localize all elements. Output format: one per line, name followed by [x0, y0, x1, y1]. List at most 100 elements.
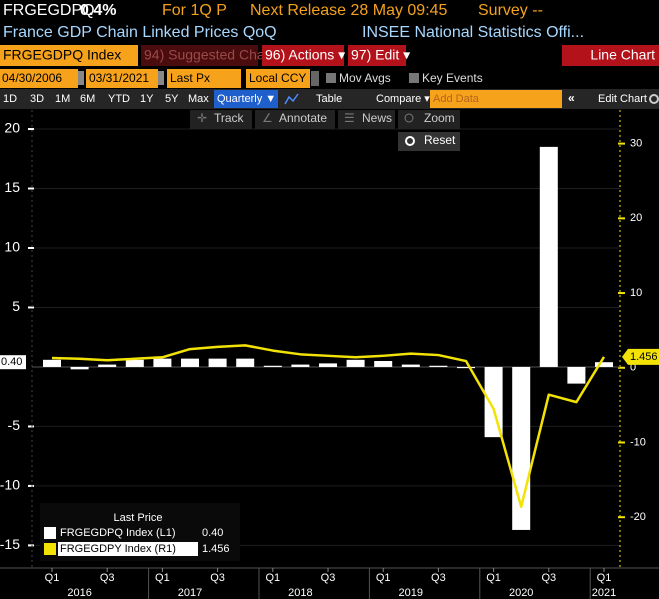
security-field[interactable]: [0, 45, 138, 66]
legend-value: 1.456: [202, 543, 230, 555]
collapse-icon[interactable]: «: [568, 91, 575, 105]
legend-highlight: [58, 542, 198, 556]
zoom-button[interactable]: [398, 110, 460, 129]
last-value: 0.4%: [80, 2, 116, 19]
bar: [457, 366, 475, 369]
y2-tick-label: 10: [630, 287, 642, 299]
bar: [153, 358, 172, 367]
add-data-field[interactable]: [430, 90, 562, 108]
end-date: 03/31/2021: [89, 71, 149, 85]
range-button[interactable]: Max: [188, 93, 209, 105]
legend-swatch: [44, 527, 56, 539]
start-field[interactable]: [0, 69, 78, 88]
year-label: 2020: [509, 587, 533, 599]
x-tick-label: Q1: [45, 572, 60, 584]
edit-button[interactable]: [348, 45, 406, 66]
chart-type-button[interactable]: [562, 45, 659, 66]
y-tick-label: -5: [8, 417, 21, 433]
track-icon: ✛: [197, 111, 207, 125]
range-button[interactable]: 1D: [3, 93, 17, 105]
end-field[interactable]: [86, 69, 158, 88]
chart-icon[interactable]: [284, 93, 299, 105]
reset: Reset: [424, 133, 456, 147]
x-tick-label: Q1: [376, 572, 391, 584]
legend-value: 0.40: [202, 527, 223, 539]
settings-icon[interactable]: [649, 94, 659, 104]
currency: Local CCY: [249, 71, 306, 85]
legend-label: FRGEGDPY Index (R1): [60, 543, 176, 555]
news-button[interactable]: [338, 110, 395, 129]
bar: [236, 358, 255, 367]
edit-chart: Edit Chart: [598, 93, 647, 105]
x-tick-label: Q1: [597, 572, 612, 584]
bar: [181, 358, 199, 367]
news: News: [362, 111, 392, 125]
bar: [125, 359, 144, 367]
field-select[interactable]: [167, 69, 241, 88]
edit: 97) Edit ▾: [351, 47, 410, 63]
range-button[interactable]: 3D: [30, 93, 44, 105]
bar: [291, 364, 310, 367]
x-tick-label: Q1: [486, 572, 501, 584]
actions: 96) Actions ▾: [265, 47, 345, 63]
y-tick-label: 10: [4, 239, 20, 255]
compare: Compare ▾: [376, 93, 430, 105]
checkbox[interactable]: [409, 73, 419, 83]
y-tick-label: 20: [4, 120, 20, 136]
last-tag-label: 1.456: [630, 351, 658, 363]
table: Table: [316, 93, 342, 105]
key-events: Key Events: [422, 71, 483, 85]
frequency-button[interactable]: [214, 90, 278, 108]
year-label: 2021: [592, 587, 616, 599]
y-tick-label: 15: [4, 179, 20, 195]
last-tag-label: 0.40: [1, 356, 22, 368]
y-tick-label: -10: [0, 477, 20, 493]
year-label: 2018: [288, 587, 312, 599]
next-release: Next Release 28 May 09:45: [250, 2, 448, 19]
range-button[interactable]: 5Y: [165, 93, 179, 105]
security: FRGEGDPQ Index: [3, 47, 121, 63]
annotate-button[interactable]: [255, 110, 335, 129]
add-data: Add Data: [433, 93, 480, 105]
x-tick-label: Q1: [265, 572, 280, 584]
bar: [43, 359, 61, 367]
chart-type: Line Chart: [590, 47, 655, 63]
actions-button[interactable]: [262, 45, 344, 66]
last-tag: [0, 355, 26, 370]
bar: [539, 146, 558, 367]
period: For 1Q P: [162, 2, 227, 19]
frequency: Quarterly ▼: [217, 93, 276, 105]
calendar-icon[interactable]: [78, 71, 84, 85]
dropdown-arrow[interactable]: [311, 71, 319, 86]
bar: [98, 364, 117, 367]
ticker: FRGEGDPQ: [3, 2, 95, 19]
y2-tick-label: -10: [630, 436, 646, 448]
checkbox[interactable]: [326, 73, 336, 83]
year-label: 2016: [67, 587, 91, 599]
x-tick-label: Q3: [100, 572, 115, 584]
range-button[interactable]: 1Y: [140, 93, 154, 105]
currency-select[interactable]: [246, 69, 310, 88]
bar: [346, 359, 365, 367]
range-button[interactable]: 1M: [55, 93, 70, 105]
x-tick-label: Q3: [431, 572, 446, 584]
bar: [319, 363, 337, 367]
suggested-button[interactable]: [141, 45, 258, 66]
reset-icon: [405, 136, 415, 146]
legend-title: Last Price: [114, 512, 163, 524]
track-button[interactable]: [190, 110, 252, 129]
x-tick-label: Q1: [155, 572, 170, 584]
chart: -15 -10 -5 5 10 15 20 -20 -10 0 10 20 30 Q1 Q3 Q1 Q3 Q1 Q3…: [0, 110, 659, 599]
calendar-icon[interactable]: [158, 71, 164, 85]
range-button[interactable]: YTD: [108, 93, 130, 105]
field: Last Px: [170, 71, 210, 85]
x-tick-label: Q3: [321, 572, 336, 584]
range-button[interactable]: 6M: [80, 93, 95, 105]
suggested: 94) Suggested Charts: [144, 47, 280, 63]
range-buttons: 1D 3D 1M 6M YTD 1Y 5Y Max: [3, 93, 209, 105]
annotate-icon: ∠: [262, 111, 273, 125]
zoom: Zoom: [424, 111, 455, 125]
reset-button[interactable]: [398, 132, 460, 151]
bar: [484, 366, 503, 438]
